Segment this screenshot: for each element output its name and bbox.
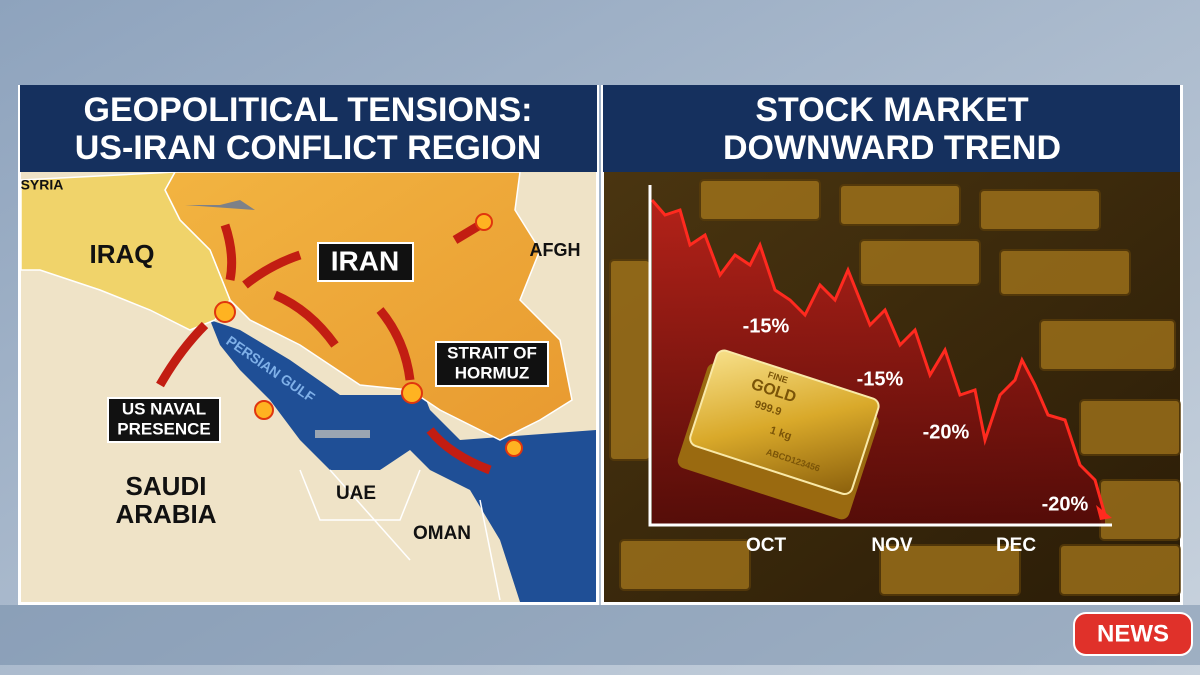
annotation: -15% bbox=[857, 368, 904, 390]
map-label: ARABIA bbox=[115, 499, 216, 529]
map-title: GEOPOLITICAL TENSIONS: bbox=[84, 91, 533, 129]
market-title: STOCK MARKET bbox=[755, 91, 1028, 129]
axes bbox=[648, 185, 1112, 527]
news-badge-text: NEWS bbox=[1097, 620, 1169, 647]
map-label: STRAIT OF bbox=[447, 343, 537, 362]
map-label: UAE bbox=[336, 483, 376, 504]
gold-bar-top bbox=[689, 349, 880, 496]
gold-bars-bg bbox=[609, 179, 1181, 596]
map-label: US NAVAL bbox=[122, 399, 206, 418]
month-label: DEC bbox=[996, 535, 1036, 556]
map-label: HORMUZ bbox=[455, 363, 530, 382]
arrow-head bbox=[1096, 505, 1112, 520]
map-label: SAUDI bbox=[126, 471, 207, 501]
market-title: DOWNWARD TREND bbox=[723, 129, 1061, 167]
annotation: -15% bbox=[743, 315, 790, 337]
gulf-water bbox=[210, 320, 596, 602]
iraq-land bbox=[20, 171, 231, 331]
map-label: IRAQ bbox=[90, 239, 155, 269]
map-label: IRAN bbox=[331, 245, 399, 276]
gold-bar: FINE GOLD 999.9 1 kg ABCD123456 bbox=[677, 349, 880, 520]
arrows bbox=[156, 221, 492, 475]
annotation: -20% bbox=[1042, 493, 1089, 515]
map-title: US-IRAN CONFLICT REGION bbox=[75, 129, 542, 167]
month-label: OCT bbox=[746, 535, 787, 556]
map-label: SYRIA bbox=[21, 177, 64, 193]
title-bar bbox=[20, 85, 597, 172]
map-label: PRESENCE bbox=[117, 419, 211, 438]
market-panel: -15% -15% -20% -20% OCT NOV DEC FINE GOL… bbox=[601, 85, 1183, 605]
map-label: OMAN bbox=[413, 523, 471, 544]
title-bar bbox=[603, 85, 1180, 172]
month-label: NOV bbox=[871, 535, 913, 556]
annotation: -20% bbox=[923, 421, 970, 443]
label-box bbox=[107, 397, 221, 443]
footer-band bbox=[0, 605, 1200, 665]
map-label: AFGH bbox=[530, 240, 581, 260]
ship bbox=[315, 430, 370, 438]
news-badge bbox=[1073, 612, 1193, 656]
label-box bbox=[435, 341, 549, 387]
borders bbox=[299, 469, 501, 601]
downtrend-line bbox=[650, 199, 1107, 516]
map-panel: GEOPOLITICAL TENSIONS: US-IRAN CONFLICT … bbox=[18, 85, 599, 605]
drone bbox=[185, 200, 255, 210]
label-box bbox=[317, 242, 414, 282]
explosions bbox=[214, 213, 523, 457]
